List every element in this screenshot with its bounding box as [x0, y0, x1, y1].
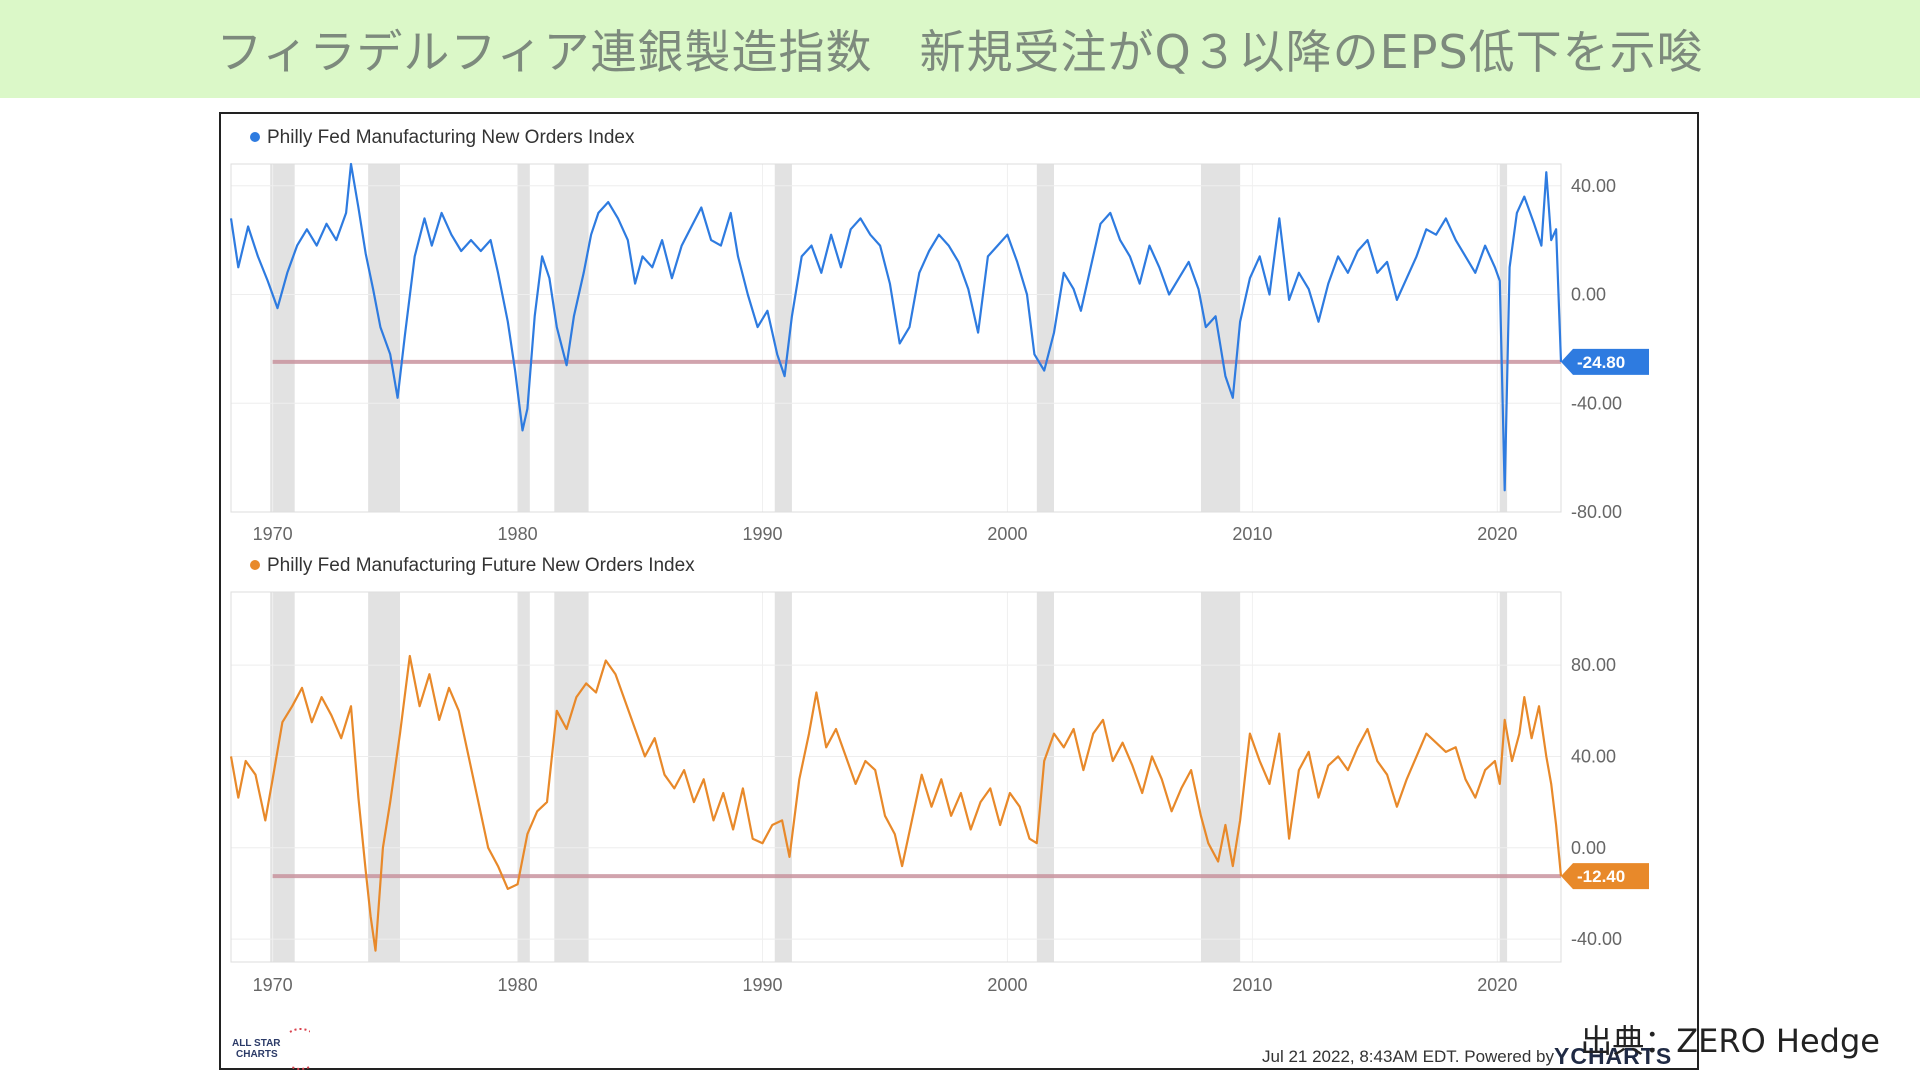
- y-tick-label: 40.00: [1571, 746, 1616, 766]
- x-tick-label: 2000: [987, 524, 1027, 544]
- x-tick-label: 1980: [498, 524, 538, 544]
- all-star-charts-logo: ALL STAR CHARTS: [230, 1026, 322, 1070]
- recession-band: [774, 164, 792, 512]
- legend-label: Philly Fed Manufacturing Future New Orde…: [267, 555, 695, 576]
- recession-band: [774, 592, 792, 962]
- y-tick-label: -40.00: [1571, 929, 1622, 949]
- recession-band: [1036, 164, 1054, 512]
- plot-area: [230, 591, 1562, 963]
- legend-label: Philly Fed Manufacturing New Orders Inde…: [267, 127, 635, 148]
- x-tick-label: 2010: [1232, 524, 1272, 544]
- series-line: [229, 162, 1563, 492]
- y-tick-label: -80.00: [1571, 502, 1622, 522]
- y-tick-label: 0.00: [1571, 838, 1606, 858]
- recession-band: [1036, 592, 1054, 962]
- x-tick-label: 2020: [1477, 524, 1517, 544]
- logo-line-1: ALL STAR: [232, 1038, 281, 1049]
- recession-band: [1499, 164, 1508, 512]
- source-label: 出典：ZERO Hedge: [1580, 1022, 1880, 1060]
- legend-marker: [250, 560, 260, 570]
- recession-band: [517, 164, 530, 512]
- recession-band: [1200, 592, 1241, 962]
- ycharts-logo: YCHARTS: [1554, 1043, 1673, 1069]
- x-tick-label: 2010: [1232, 975, 1272, 995]
- legend-marker: [250, 132, 260, 142]
- x-tick-label: 1970: [253, 524, 293, 544]
- x-tick-label: 1970: [253, 975, 293, 995]
- recession-band: [270, 592, 295, 962]
- latest-value-callout: [1561, 863, 1649, 890]
- y-tick-label: 80.00: [1571, 655, 1616, 675]
- recession-band: [1499, 592, 1508, 962]
- latest-value-label: -12.40: [1577, 867, 1625, 886]
- x-tick-label: 2020: [1477, 975, 1517, 995]
- recession-band: [368, 592, 401, 962]
- timestamp-note: Jul 21 2022, 8:43AM EDT. Powered by: [1262, 1047, 1554, 1066]
- x-tick-label: 1980: [498, 975, 538, 995]
- page-title: フィラデルフィア連銀製造指数 新規受注がQ３以降のEPS低下を示唆: [216, 25, 1704, 79]
- recession-band: [517, 592, 530, 962]
- recession-band: [270, 164, 295, 512]
- latest-value-callout: [1561, 348, 1649, 375]
- series-line: [229, 654, 1563, 952]
- chart-canvas: Philly Fed Manufacturing New Orders Inde…: [229, 127, 1649, 995]
- y-tick-label: 40.00: [1571, 176, 1616, 196]
- recession-band: [554, 592, 589, 962]
- x-tick-label: 1990: [742, 975, 782, 995]
- chart-frame: Philly Fed Manufacturing New Orders Inde…: [219, 112, 1699, 1070]
- latest-value-label: -24.80: [1577, 353, 1625, 372]
- y-tick-label: -40.00: [1571, 393, 1622, 413]
- recession-band: [1200, 164, 1241, 512]
- title-banner: [0, 0, 1920, 98]
- y-tick-label: 0.00: [1571, 285, 1606, 305]
- x-tick-label: 2000: [987, 975, 1027, 995]
- x-tick-label: 1990: [742, 524, 782, 544]
- logo-line-2: CHARTS: [236, 1049, 278, 1060]
- plot-area: [230, 163, 1562, 513]
